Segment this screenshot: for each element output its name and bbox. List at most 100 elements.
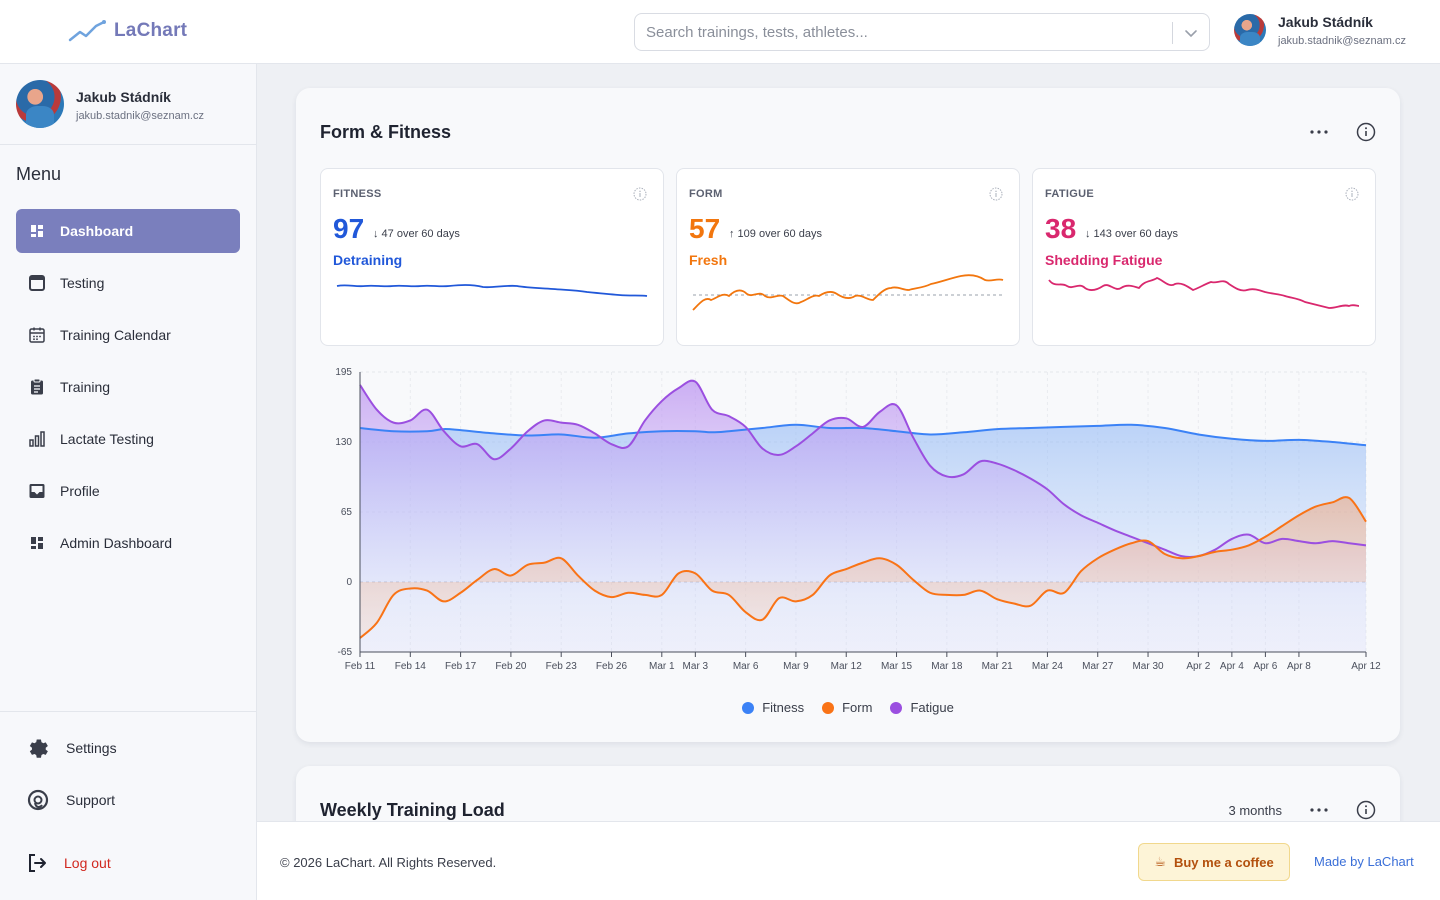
- x-tick-label: Mar 15: [881, 661, 913, 672]
- x-tick-label: Mar 1: [649, 661, 675, 672]
- legend-label: Fitness: [762, 700, 805, 715]
- bar-chart-icon: [28, 430, 46, 448]
- inbox-icon: [28, 482, 46, 500]
- coffee-icon: ☕: [1154, 854, 1166, 869]
- legend-dot: [822, 701, 835, 714]
- header-user-email: jakub.stadnik@seznam.cz: [1278, 35, 1406, 47]
- footer: © 2026 LaChart. All Rights Reserved. ☕ B…: [257, 821, 1440, 900]
- y-tick-label: 65: [341, 507, 353, 518]
- metric-label: FATIGUE: [1045, 188, 1094, 200]
- x-tick-label: Feb 23: [546, 661, 578, 672]
- metric-status: Detraining: [333, 252, 403, 268]
- info-icon[interactable]: [633, 187, 647, 201]
- metric-value: 38: [1045, 213, 1077, 244]
- chevron-down-icon[interactable]: [1183, 25, 1199, 41]
- legend-item-fatigue[interactable]: Fatigue: [890, 700, 954, 715]
- logout-label: Log out: [64, 855, 111, 871]
- sidebar-item-label: Training: [60, 379, 111, 395]
- x-tick-label: Mar 18: [931, 661, 963, 672]
- search-input[interactable]: [635, 14, 1155, 50]
- info-icon[interactable]: [1356, 800, 1376, 820]
- x-tick-label: Feb 14: [395, 661, 427, 672]
- chart-legend: Fitness Form Fatigue: [296, 700, 1400, 715]
- form-metric-card[interactable]: FORM 57 ↑ 109 over 60 days Fresh: [676, 168, 1020, 346]
- x-tick-label: Feb 11: [345, 661, 376, 672]
- header-user[interactable]: Jakub Stádník jakub.stadnik@seznam.cz: [1234, 14, 1406, 47]
- info-icon[interactable]: [1356, 122, 1376, 142]
- metric-value: 97: [333, 213, 365, 244]
- sidebar-item-settings[interactable]: Settings: [26, 736, 117, 760]
- avatar[interactable]: [16, 80, 64, 128]
- sidebar-user[interactable]: Jakub Stádník jakub.stadnik@seznam.cz: [16, 80, 204, 128]
- avatar[interactable]: [1234, 14, 1266, 46]
- metric-label: FITNESS: [333, 188, 382, 200]
- range-selector[interactable]: 3 months: [1228, 802, 1282, 818]
- legend-label: Fatigue: [910, 700, 954, 715]
- buy-coffee-button[interactable]: ☕ Buy me a coffee: [1138, 843, 1290, 881]
- series-line-fitness: [359, 423, 1367, 447]
- logout-icon: [29, 854, 46, 872]
- support-icon: [27, 789, 49, 811]
- metric-delta: ↓ 47 over 60 days: [373, 228, 460, 240]
- x-tick-label: Mar 6: [733, 661, 759, 672]
- search-box[interactable]: [634, 13, 1210, 51]
- card-title: Form & Fitness: [320, 122, 452, 142]
- sidebar: Jakub Stádník jakub.stadnik@seznam.cz Me…: [0, 64, 257, 900]
- series-line-form: [359, 496, 1367, 639]
- sidebar-item-profile[interactable]: Profile: [16, 469, 240, 513]
- top-bar: LaChart Jakub Stádník jakub.stadnik@sezn…: [0, 0, 1440, 64]
- x-tick-label: Mar 9: [783, 661, 809, 672]
- card-actions: [1310, 122, 1376, 142]
- app-name: LaChart: [114, 20, 188, 41]
- sidebar-item-lactate-testing[interactable]: Lactate Testing: [16, 417, 240, 461]
- logout-button[interactable]: Log out: [26, 852, 111, 874]
- x-tick-label: Apr 6: [1253, 661, 1277, 672]
- form-fitness-card: Form & Fitness FITNESS 97 ↓ 47 over 60 d…: [296, 88, 1400, 742]
- x-tick-label: Apr 2: [1186, 661, 1210, 672]
- buy-coffee-label: Buy me a coffee: [1173, 854, 1274, 870]
- x-tick-label: Feb 20: [495, 661, 527, 672]
- menu-title: Menu: [16, 164, 62, 184]
- made-by-link[interactable]: Made by LaChart: [1314, 854, 1414, 869]
- x-tick-label: Feb 17: [445, 661, 477, 672]
- sidebar-item-training-calendar[interactable]: Training Calendar: [16, 313, 240, 357]
- search-divider: [1172, 22, 1173, 44]
- legend-item-fitness[interactable]: Fitness: [742, 700, 804, 715]
- info-icon[interactable]: [989, 187, 1003, 201]
- sidebar-item-label: Testing: [60, 275, 105, 291]
- calendar-icon: [28, 326, 46, 344]
- fitness-sparkline: [336, 284, 648, 297]
- sidebar-item-label: Dashboard: [60, 223, 134, 239]
- app-logo[interactable]: LaChart: [68, 18, 187, 44]
- card-actions: 3 months: [1229, 800, 1376, 820]
- sidebar-item-support[interactable]: Support: [26, 788, 115, 812]
- form-fitness-chart[interactable]: 195 130 65 0 -65 Feb 11 Feb 14 Feb 17 Feb 20 Feb …: [320, 360, 1384, 680]
- sidebar-item-dashboard[interactable]: Dashboard: [16, 209, 240, 253]
- metric-delta: ↓ 143 over 60 days: [1085, 228, 1178, 240]
- header-user-name: Jakub Stádník: [1278, 14, 1373, 30]
- sidebar-item-admin-dashboard[interactable]: Admin Dashboard: [16, 521, 240, 565]
- x-tick-label: Apr 12: [1351, 661, 1381, 672]
- metric-label: FORM: [689, 188, 723, 200]
- x-tick-label: Mar 27: [1082, 661, 1114, 672]
- sidebar-item-training[interactable]: Training: [16, 365, 240, 409]
- info-icon[interactable]: [1345, 187, 1359, 201]
- support-label: Support: [66, 792, 116, 808]
- sidebar-item-testing[interactable]: Testing: [16, 261, 240, 305]
- settings-label: Settings: [66, 740, 117, 756]
- more-options-icon[interactable]: [1310, 129, 1328, 135]
- more-options-icon[interactable]: [1310, 807, 1328, 813]
- legend-dot: [742, 701, 755, 714]
- sidebar-item-label: Admin Dashboard: [60, 535, 173, 551]
- legend-item-form[interactable]: Form: [822, 700, 872, 715]
- legend-label: Form: [842, 700, 873, 715]
- copyright: © 2026 LaChart. All Rights Reserved.: [280, 855, 497, 870]
- y-tick-label: 130: [335, 437, 352, 448]
- y-tick-label: 0: [346, 577, 352, 588]
- x-tick-label: Mar 3: [683, 661, 709, 672]
- x-tick-label: Apr 8: [1287, 661, 1311, 672]
- dashboard-icon: [28, 222, 46, 240]
- fitness-metric-card[interactable]: FITNESS 97 ↓ 47 over 60 days Detraining: [320, 168, 664, 346]
- fatigue-metric-card[interactable]: FATIGUE 38 ↓ 143 over 60 days Shedding F…: [1032, 168, 1376, 346]
- y-tick-label: 195: [335, 367, 352, 378]
